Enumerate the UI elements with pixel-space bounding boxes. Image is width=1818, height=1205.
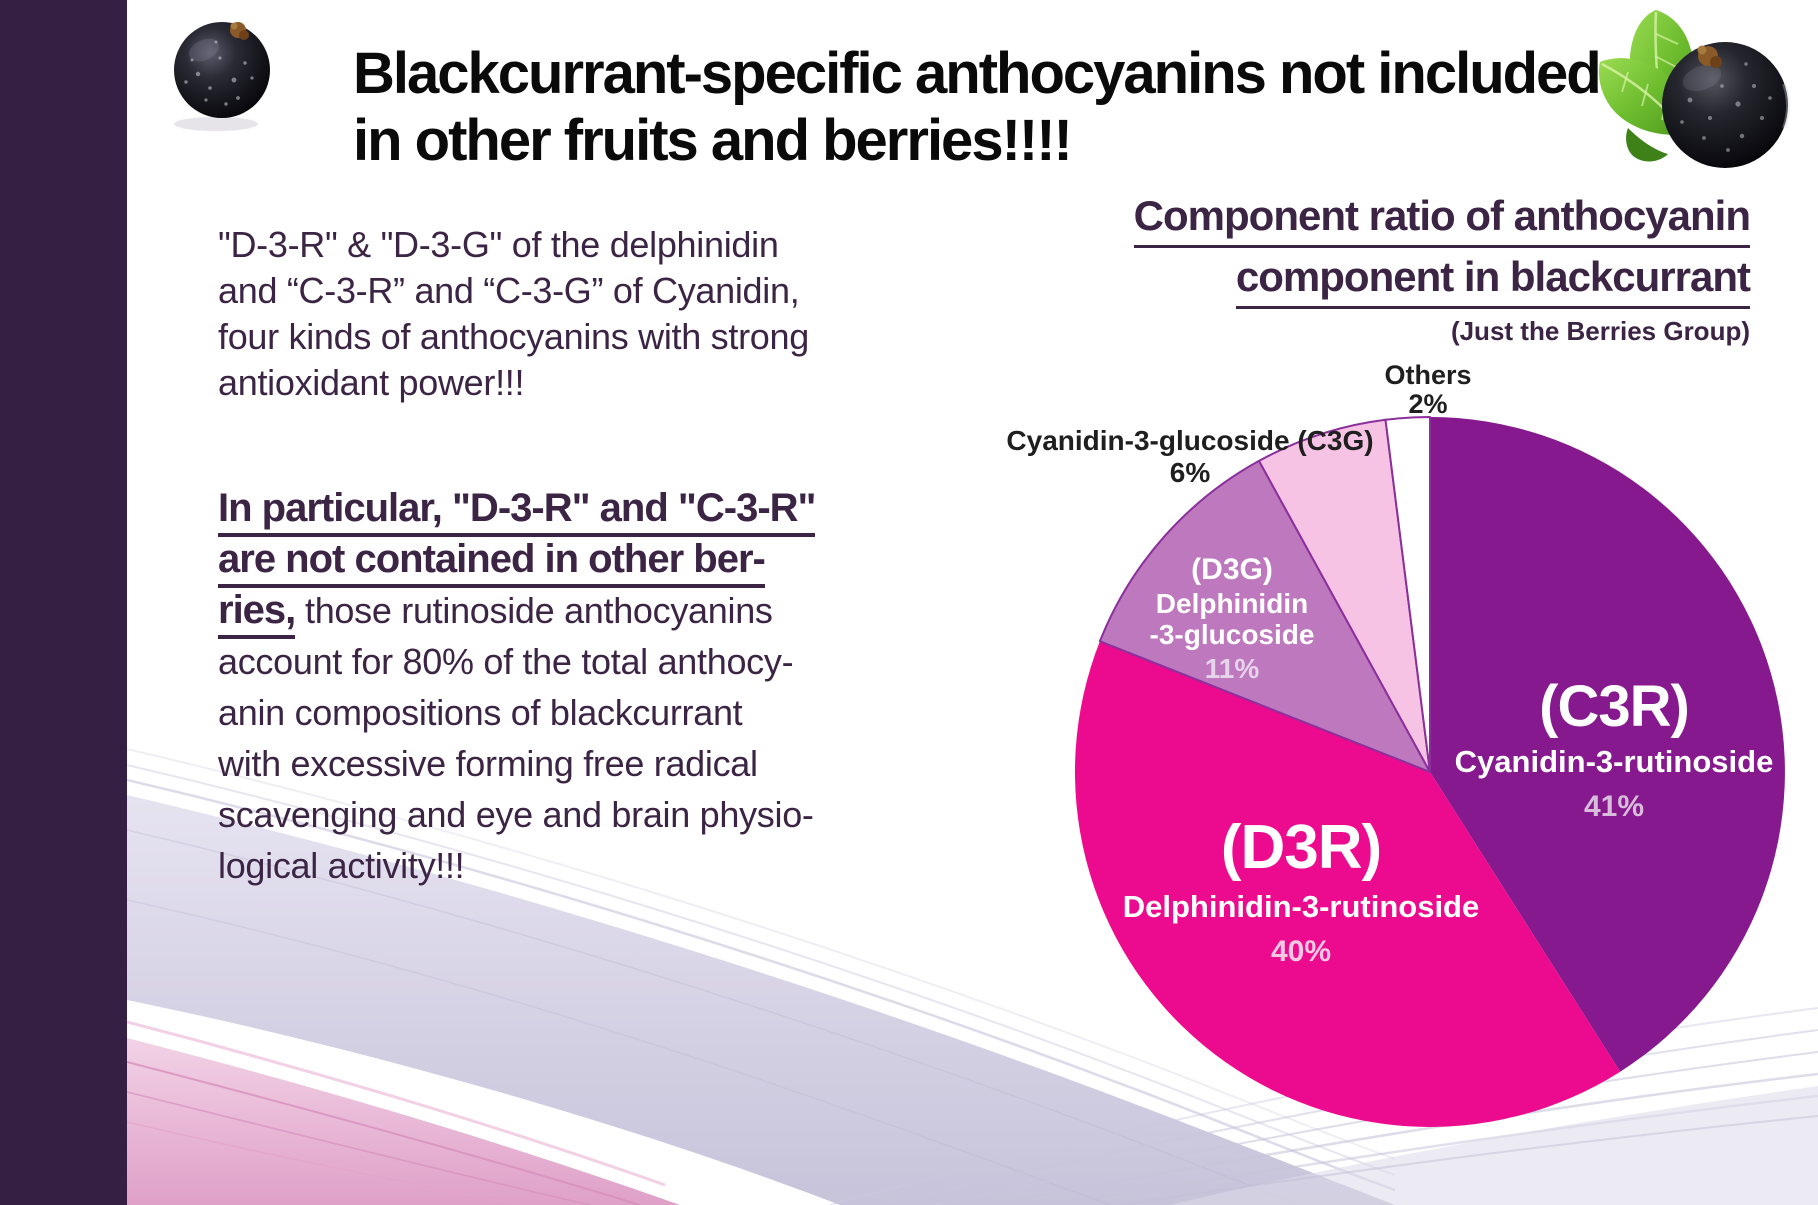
pie-label-d3g: (D3G) Delphinidin -3-glucoside 11% (1150, 552, 1315, 688)
pie-label-d3r-pct: 40% (1270, 935, 1332, 968)
pie-label-others: Others 2% (1384, 361, 1471, 419)
chart-title-line1: Component ratio of anthocyanin (1133, 192, 1751, 248)
pie-label-d3r-abbr: (D3R) (1220, 813, 1382, 882)
pie-label-others-pct: 2% (1408, 389, 1448, 419)
pie-label-others-name: Others (1384, 360, 1472, 390)
chart-subtitle: (Just the Berries Group) (1450, 316, 1750, 346)
body-text-line: antioxidant power!!! (218, 362, 525, 403)
pie-slice-delphinidin-3-rutinoside (1074, 641, 1621, 1127)
pie-chart (1060, 402, 1800, 1142)
emphasis-underlined-text: are not contained in other ber- (218, 537, 766, 588)
emphasis-underlined-text: ries, (218, 588, 296, 639)
pie-slice--d3g- (1098, 459, 1431, 773)
pie-label-c3r-abbr: (C3R) (1539, 674, 1690, 739)
body-text-line: account for 80% of the total anthocy- (218, 641, 794, 682)
pie-label-d3g-name1: Delphinidin (1155, 588, 1309, 619)
emphasis-underlined-text: In particular, "D-3-R" and "C-3-R" (218, 486, 816, 537)
pie-label-d3r: (D3R) Delphinidin-3-rutinoside 40% (1123, 813, 1480, 973)
pie-label-d3g-abbr: (D3G) (1191, 553, 1273, 586)
body-text-line: "D-3-R" & "D-3-G" of the delphinidin (218, 224, 779, 265)
slide-title: Blackcurrant-specific anthocyanins not i… (353, 40, 1602, 174)
slide-title-line2: in other fruits and berries!!!! (353, 108, 1073, 173)
body-text-line: with excessive forming free radical (218, 743, 758, 784)
pie-label-c3g-pct: 6% (1169, 457, 1211, 488)
pie-label-c3r-pct: 41% (1583, 790, 1645, 823)
pie-slice-others (1384, 416, 1431, 773)
left-accent-bar (0, 0, 127, 1205)
berry-calyx (1697, 45, 1722, 68)
pie-label-d3g-pct: 11% (1204, 653, 1260, 684)
pie-label-c3g-name: Cyanidin-3-glucoside (C3G) (1006, 425, 1374, 456)
pie-label-c3r-name: Cyanidin-3-rutinoside (1454, 744, 1774, 779)
berry-calyx (230, 22, 249, 40)
body-text-line: logical activity!!! (218, 845, 465, 886)
pie-label-c3r: (C3R) Cyanidin-3-rutinoside 41% (1455, 675, 1774, 829)
body-text-line: and “C-3-R” and “C-3-G” of Cyanidin, (218, 270, 800, 311)
blackcurrant-berry-with-leaf-image (1598, 10, 1790, 168)
slide-title-line1: Blackcurrant-specific anthocyanins not i… (353, 41, 1602, 106)
pie-slice-cyanidin-3-rutinoside (1430, 417, 1785, 1072)
pie-label-c3g: Cyanidin-3-glucoside (C3G) 6% (1006, 425, 1373, 489)
pie-slice-cyanidin-3-glucoside (1258, 418, 1431, 773)
chart-title-line2: component in blackcurrant (1235, 253, 1751, 309)
body-text-inline: those rutinoside anthocyanins (295, 590, 773, 631)
body-text-line: anin compositions of blackcurrant (218, 692, 743, 733)
body-paragraph-intro: "D-3-R" & "D-3-G" of the delphinidin and… (218, 222, 809, 406)
body-text-line: scavenging and eye and brain physio- (218, 794, 814, 835)
pie-label-d3r-name: Delphinidin-3-rutinoside (1122, 889, 1480, 924)
pie-label-d3g-name2: -3-glucoside (1149, 619, 1315, 650)
blackcurrant-berry-image (174, 22, 270, 131)
chart-title: Component ratio of anthocyanin component… (1133, 192, 1751, 347)
body-paragraph-emphasis: In particular, "D-3-R" and "C-3-R" are n… (218, 483, 816, 891)
body-text-line: four kinds of anthocyanins with strong (218, 316, 809, 357)
